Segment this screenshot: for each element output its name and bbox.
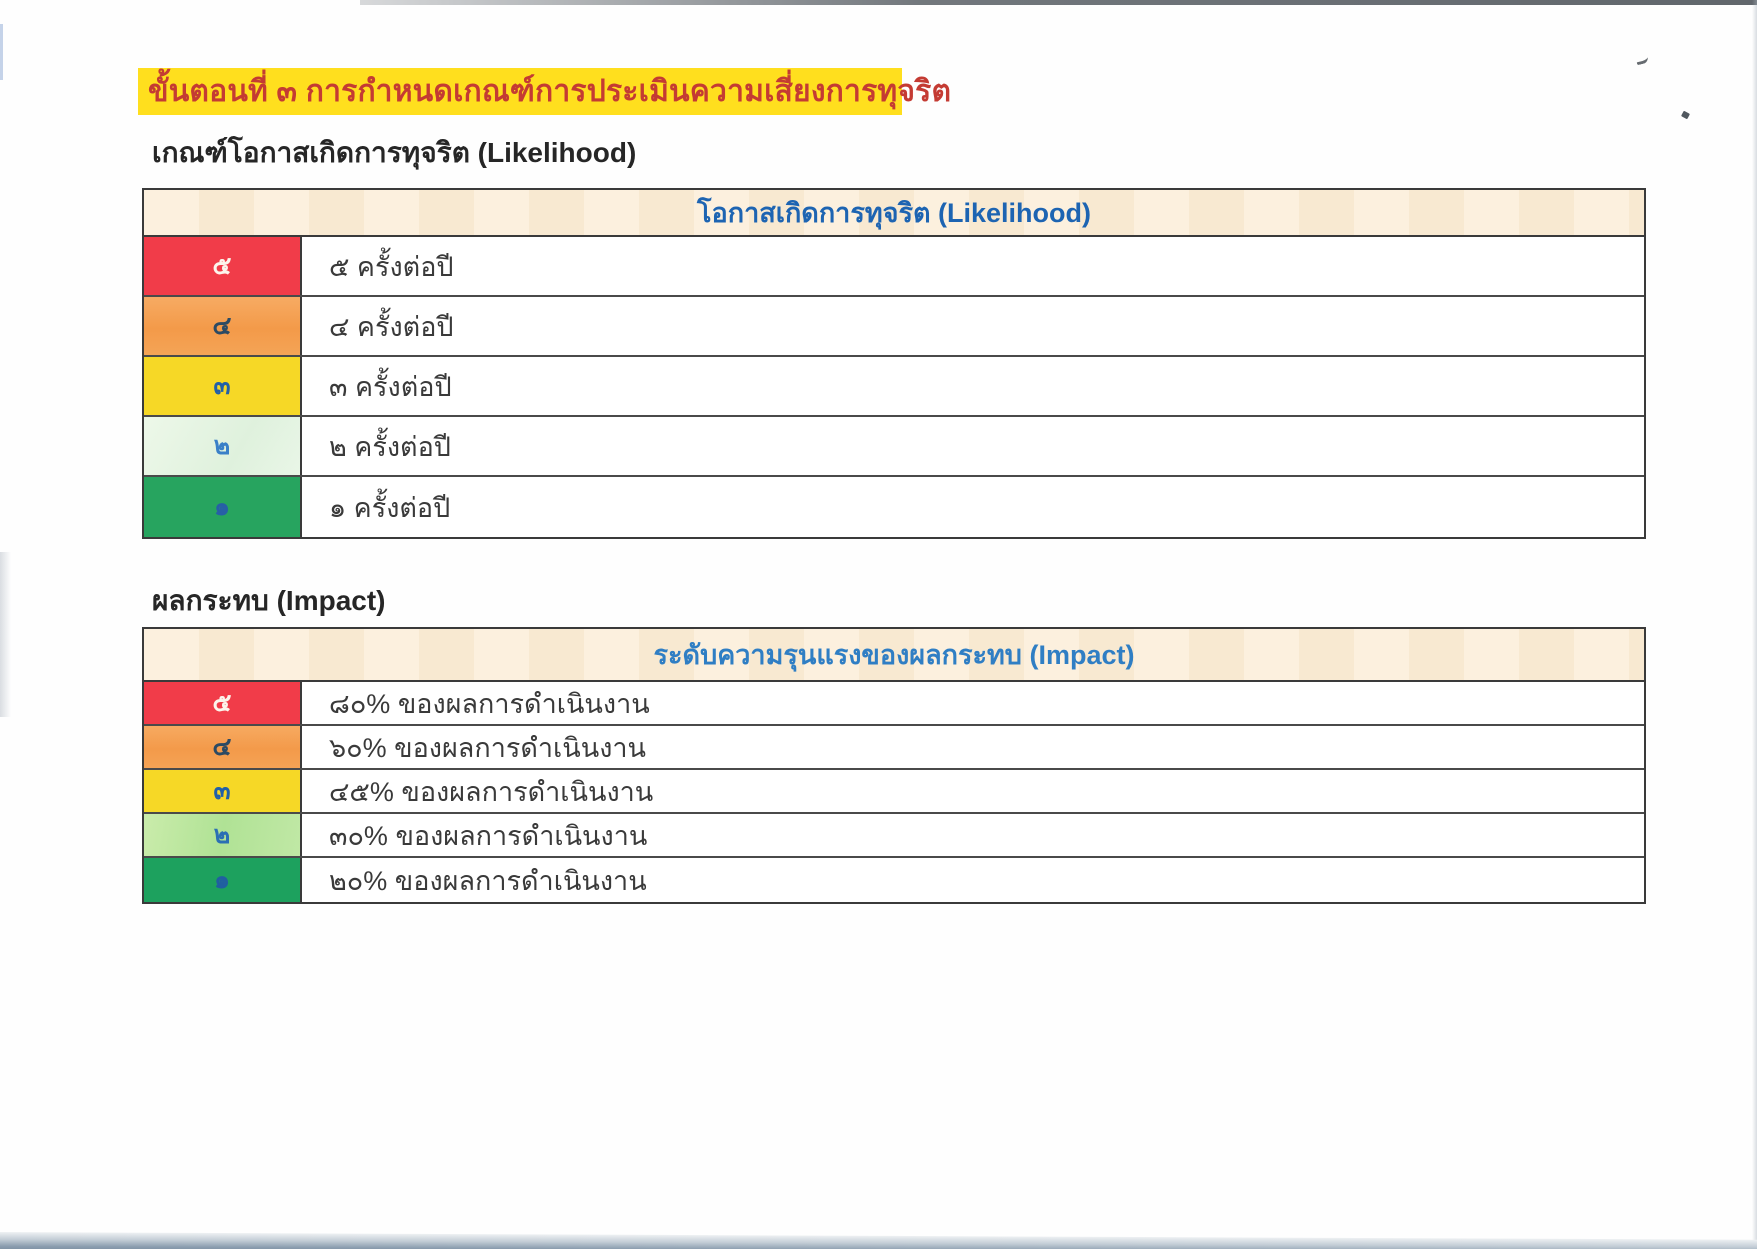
step-title-highlight: ขั้นตอนที่ ๓ การกำหนดเกณฑ์การประเมินความ… [138, 68, 951, 115]
likelihood-subtitle: เกณฑ์โอกาสเกิดการทุจริต (Likelihood) [152, 137, 637, 168]
likelihood-table: โอกาสเกิดการทุจริต (Likelihood) ๕ ๕ ครั้… [142, 188, 1646, 539]
likelihood-table-header: โอกาสเกิดการทุจริต (Likelihood) [144, 190, 1644, 237]
likelihood-score-cell: ๒ [144, 417, 302, 475]
impact-row: ๓ ๔๕% ของผลการดำเนินงาน [144, 770, 1644, 814]
impact-subtitle: ผลกระทบ (Impact) [152, 585, 386, 616]
pen-mark [1681, 110, 1690, 120]
impact-score-cell: ๒ [144, 814, 302, 856]
impact-score-cell: ๕ [144, 682, 302, 724]
likelihood-row: ๒ ๒ ครั้งต่อปี [144, 417, 1644, 477]
impact-score-cell: ๓ [144, 770, 302, 812]
impact-label-cell: ๖๐% ของผลการดำเนินงาน [329, 732, 646, 763]
impact-table-header: ระดับความรุนแรงของผลกระทบ (Impact) [144, 629, 1644, 682]
likelihood-row: ๕ ๕ ครั้งต่อปี [144, 237, 1644, 297]
impact-row: ๕ ๘๐% ของผลการดำเนินงาน [144, 682, 1644, 726]
impact-row: ๒ ๓๐% ของผลการดำเนินงาน [144, 814, 1644, 858]
likelihood-row: ๔ ๔ ครั้งต่อปี [144, 297, 1644, 357]
pen-mark [1634, 52, 1650, 66]
impact-table: ระดับความรุนแรงของผลกระทบ (Impact) ๕ ๘๐%… [142, 627, 1646, 904]
scan-edge-right [1752, 0, 1757, 1249]
impact-label-cell: ๒๐% ของผลการดำเนินงาน [329, 865, 647, 896]
likelihood-label-cell: ๑ ครั้งต่อปี [329, 492, 451, 523]
step-title-text: ขั้นตอนที่ ๓ การกำหนดเกณฑ์การประเมินความ… [148, 75, 952, 108]
impact-row: ๔ ๖๐% ของผลการดำเนินงาน [144, 726, 1644, 770]
likelihood-score-cell: ๓ [144, 357, 302, 415]
scan-left-shadow [0, 552, 11, 717]
likelihood-label-cell: ๕ ครั้งต่อปี [329, 251, 454, 282]
likelihood-label-cell: ๒ ครั้งต่อปี [329, 431, 451, 462]
likelihood-label-cell: ๓ ครั้งต่อปี [329, 371, 452, 402]
impact-row: ๑ ๒๐% ของผลการดำเนินงาน [144, 858, 1644, 902]
scan-edge-bottom [0, 1232, 1757, 1249]
scan-edge-top [360, 0, 1757, 5]
likelihood-row: ๓ ๓ ครั้งต่อปี [144, 357, 1644, 417]
likelihood-label-cell: ๔ ครั้งต่อปี [329, 311, 454, 342]
scan-edge-left-tick [0, 24, 3, 80]
likelihood-score-cell: ๔ [144, 297, 302, 355]
likelihood-row: ๑ ๑ ครั้งต่อปี [144, 477, 1644, 537]
impact-label-cell: ๘๐% ของผลการดำเนินงาน [329, 688, 650, 719]
impact-score-cell: ๑ [144, 858, 302, 902]
likelihood-score-cell: ๕ [144, 237, 302, 295]
impact-score-cell: ๔ [144, 726, 302, 768]
impact-label-cell: ๓๐% ของผลการดำเนินงาน [329, 820, 648, 851]
impact-label-cell: ๔๕% ของผลการดำเนินงาน [329, 776, 654, 807]
likelihood-score-cell: ๑ [144, 477, 302, 537]
